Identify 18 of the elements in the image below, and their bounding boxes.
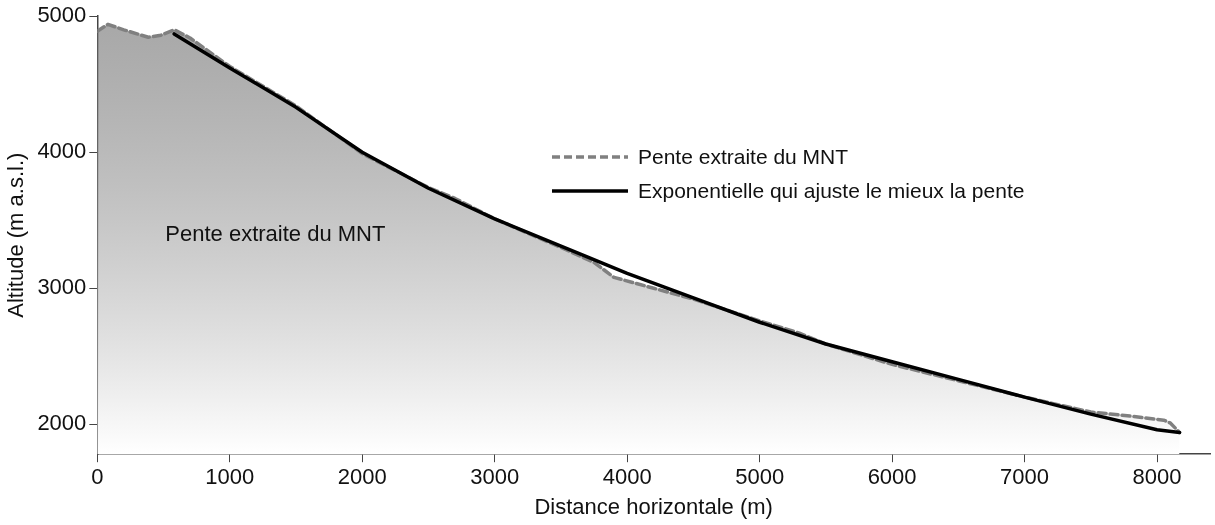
x-tick-label: 3000	[470, 464, 520, 490]
x-tick-label: 4000	[602, 464, 652, 490]
annotation: Pente extraite du MNT	[165, 221, 386, 247]
x-tick-label: 0	[91, 464, 104, 490]
x-tick-label: 6000	[867, 464, 917, 490]
x-tick-label: 7000	[1000, 464, 1050, 490]
x-tick-label: 1000	[205, 464, 255, 490]
y-tick-label: 3000	[37, 274, 87, 300]
y-tick-label: 2000	[37, 410, 87, 436]
x-tick-label: 2000	[337, 464, 387, 490]
legend-label: Exponentielle qui ajuste le mieux la pente	[638, 179, 1025, 203]
y-tick-label: 5000	[37, 2, 87, 28]
x-axis-title: Distance horizontale (m)	[534, 493, 773, 519]
x-tick-label: 5000	[735, 464, 785, 490]
y-axis-title: Altitude (m a.s.l.)	[3, 152, 29, 318]
legend-label: Pente extraite du MNT	[638, 145, 849, 169]
y-tick-label: 4000	[37, 138, 87, 164]
x-tick-label: 8000	[1132, 464, 1182, 490]
